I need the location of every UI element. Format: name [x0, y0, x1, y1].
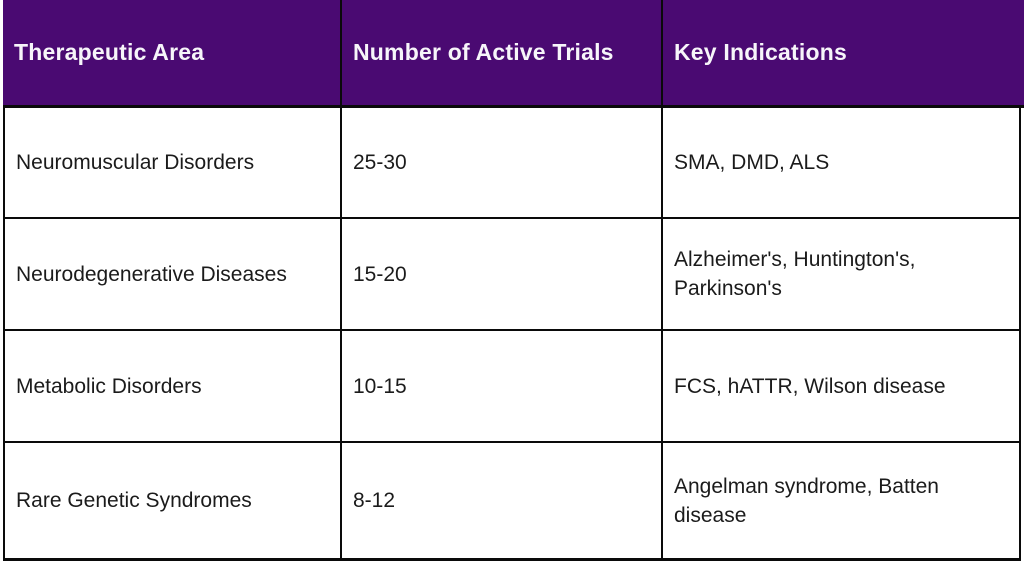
cell-key-indications: SMA, DMD, ALS	[661, 108, 1019, 217]
therapeutic-areas-table: Therapeutic Area Number of Active Trials…	[3, 0, 1024, 561]
cell-therapeutic-area: Metabolic Disorders	[16, 374, 202, 398]
cell-active-trials: 10-15	[340, 331, 661, 441]
cell-therapeutic-area: Neuromuscular Disorders	[16, 151, 255, 174]
cell-key-indications: Angelman syndrome, Batten disease	[661, 443, 1019, 558]
cell-active-trials: 8-12	[340, 443, 661, 558]
table-row: Neurodegenerative Diseases 15-20 Alzheim…	[5, 219, 1019, 331]
cell-active-trials: 15-20	[340, 219, 661, 329]
table-row: Rare Genetic Syndromes 8-12 Angelman syn…	[5, 443, 1019, 561]
table-row: Neuromuscular Disorders 25-30 SMA, DMD, …	[5, 108, 1019, 219]
header-number-of-active-trials: Number of Active Trials	[340, 0, 661, 105]
cell-therapeutic-area: Rare Genetic Syndromes	[16, 489, 252, 512]
cell-active-trials: 25-30	[340, 108, 661, 217]
table-row: Metabolic Disorders 10-15 FCS, hATTR, Wi…	[5, 331, 1019, 443]
table-header-row: Therapeutic Area Number of Active Trials…	[3, 0, 1024, 108]
cell-therapeutic-area: Neurodegenerative Diseases	[16, 262, 287, 286]
table-body: Neuromuscular Disorders 25-30 SMA, DMD, …	[3, 108, 1021, 561]
header-key-indications: Key Indications	[661, 0, 1024, 105]
header-therapeutic-area: Therapeutic Area	[14, 39, 205, 65]
cell-key-indications: FCS, hATTR, Wilson disease	[661, 331, 1019, 441]
cell-key-indications: Alzheimer's, Huntington's, Parkinson's	[661, 219, 1019, 329]
